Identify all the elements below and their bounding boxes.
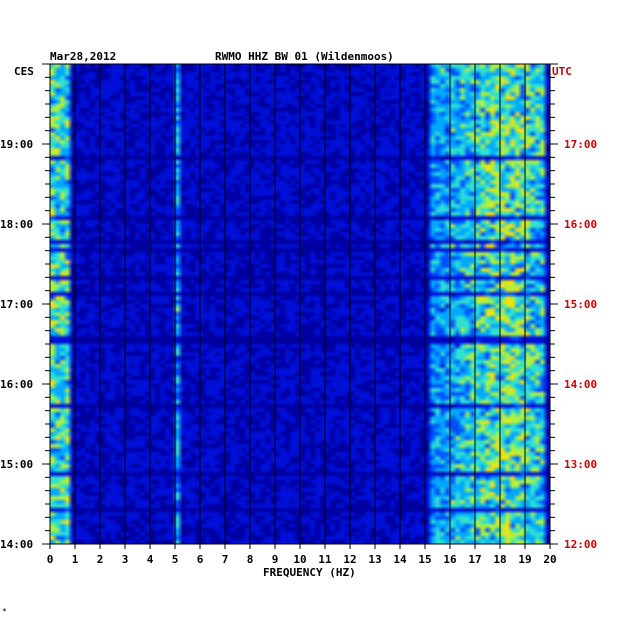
x-tick-label: 18 [493,553,506,566]
right-time-axis: 17:00 16:00 15:00 14:00 13:00 12:00 [550,63,597,551]
frequency-gridlines [74,64,526,544]
frequency-axis: 0 1 2 3 4 5 6 7 8 9 10 11 12 13 14 15 16 17 18 19 20 [47,544,557,566]
y-tick-label-left: 19:00 [0,138,33,151]
station-label: RWMO HHZ BW 01 (Wildenmoos) [215,50,394,63]
y-tick-label-left: 15:00 [0,458,33,471]
x-tick-label: 9 [272,553,279,566]
x-tick-label: 12 [343,553,356,566]
y-tick-label-left: 18:00 [0,218,33,231]
y-tick-label-right: 13:00 [564,458,597,471]
y-tick-label-left: 17:00 [0,298,33,311]
y-tick-label-right: 14:00 [564,378,597,391]
y-tick-label-right: 15:00 [564,298,597,311]
x-tick-label: 17 [468,553,481,566]
x-tick-label: 3 [122,553,129,566]
x-tick-label: 16 [443,553,457,566]
x-tick-label: 7 [222,553,229,566]
x-tick-label: 20 [543,553,556,566]
y-tick-label-left: 14:00 [0,538,33,551]
y-tick-label-left: 16:00 [0,378,33,391]
x-tick-label: 19 [518,553,531,566]
left-time-axis: 19:00 18:00 17:00 16:00 15:00 14:00 [0,63,50,551]
x-tick-label: 10 [293,553,306,566]
y-tick-label-right: 12:00 [564,538,597,551]
x-tick-label: 2 [97,553,104,566]
x-tick-label: 14 [393,553,407,566]
x-axis-title: FREQUENCY (HZ) [263,566,356,579]
x-tick-label: 6 [197,553,204,566]
x-tick-label: 13 [368,553,381,566]
y-tick-label-right: 17:00 [564,138,597,151]
utc-zone-label: UTC [552,65,572,78]
x-tick-label: 8 [247,553,254,566]
x-tick-label: 0 [47,553,54,566]
date-label: Mar28,2012 [50,50,116,63]
x-tick-label: 5 [172,553,179,566]
ces-zone-label: CES [14,65,34,78]
corner-mark: * [2,607,7,616]
x-tick-label: 4 [147,553,154,566]
x-tick-label: 15 [418,553,431,566]
x-tick-label: 1 [72,553,79,566]
y-tick-label-right: 16:00 [564,218,597,231]
x-tick-label: 11 [318,553,332,566]
